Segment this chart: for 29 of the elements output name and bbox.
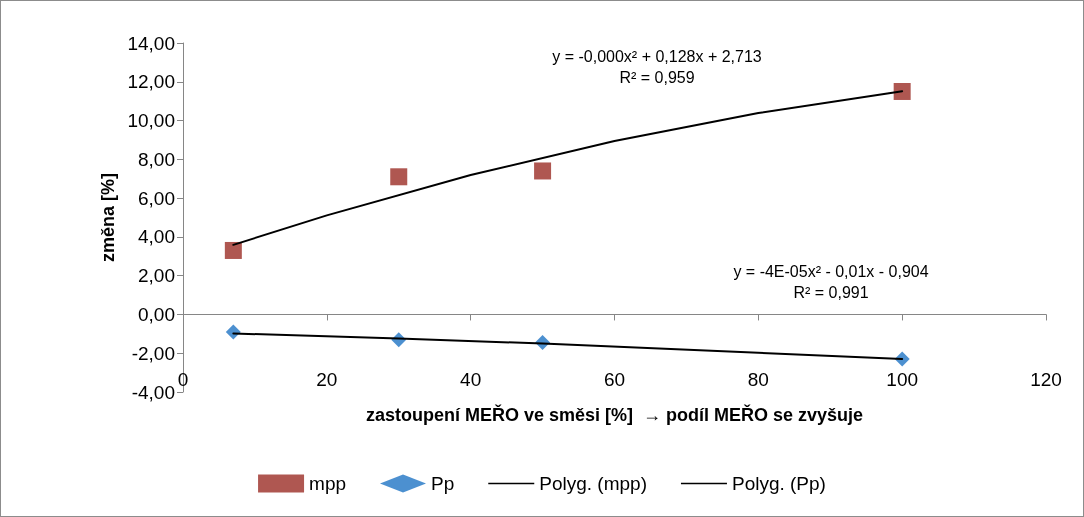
point [390,168,408,186]
y-tick-label: -4,00 [131,381,175,403]
x-tick-label: 20 [316,369,338,390]
y-tick-label: 14,00 [127,32,175,54]
legend-label: Polyg. (Pp) [731,473,826,494]
legend-label: mpp [309,473,347,494]
y-tick-label: 2,00 [138,265,175,287]
x-tick-label: 60 [603,369,626,390]
point [893,82,911,100]
y-tick-label: 12,00 [127,71,175,93]
point [534,162,552,180]
y-tick-label: 0,00 [138,303,175,325]
y-axis-title: změna [%] [97,172,118,263]
y-tick-label: 6,00 [138,187,175,209]
y-tick-label: 10,00 [127,110,175,132]
x-tick-label: 40 [460,369,482,390]
annotation: y = -4E-05x² - 0,01x - 0,904 R² = 0,991 [733,263,929,301]
legend-label: Polyg. (mpp) [539,473,647,494]
legend-label: Pp [431,473,455,494]
y-tick-label: 4,00 [138,226,175,248]
point [224,241,242,259]
annotation: y = -0,000x² + 0,128x + 2,713 R² = 0,959 [552,48,762,86]
y-tick-label: -2,00 [131,342,175,364]
x-tick-label: 100 [886,369,919,390]
x-tick-label: 120 [1030,369,1062,390]
x-tick-label: 80 [747,369,769,390]
y-tick-label: 8,00 [138,148,175,170]
x-tick-label: 0 [177,369,189,390]
x-axis-title: zastoupení MEŘO ve směsi [%] → podíl MEŘO se zvyšuje [365,404,864,425]
